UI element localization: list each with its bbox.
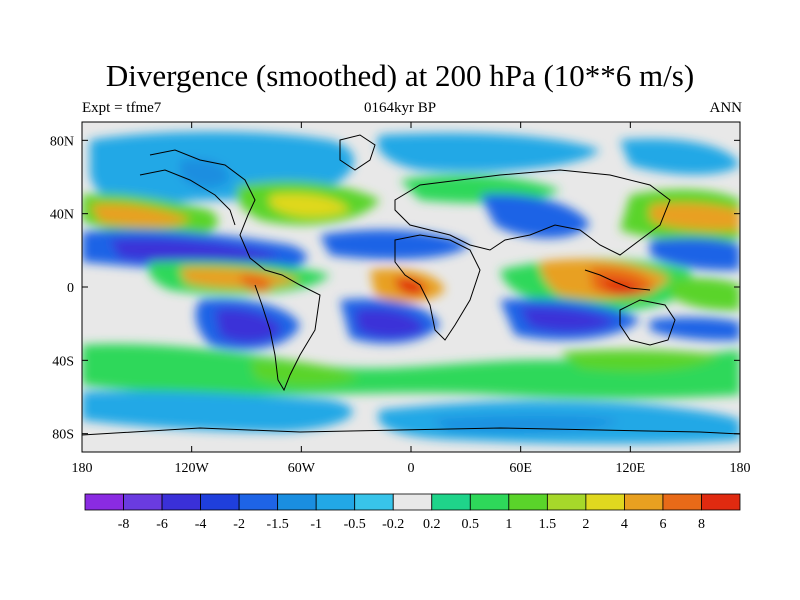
australia-coast: [619, 299, 676, 346]
colorbar-box-6: [315, 493, 356, 511]
maritime-continent-coast: [584, 269, 651, 291]
colorbar-label-8: 0.2: [423, 517, 441, 532]
colorbar-box-12: [546, 493, 587, 511]
colorbar-box-14: [624, 493, 664, 511]
y-tick-label-2: 0: [67, 281, 74, 296]
colorbar-box-10: [469, 493, 510, 511]
field-layer: [82, 122, 740, 452]
contour-fill: [82, 131, 740, 444]
colorbar-box-5: [277, 493, 317, 511]
greenland-coast: [339, 134, 376, 171]
y-tick-label-3: 40S: [52, 354, 74, 369]
y-tick-label-4: 80S: [52, 428, 74, 443]
colorbar: -8 -6 -4 -2 -1.5 -1 -0.5 -0.2 0.2 0.5 1 1.5 2 4 6 8: [84, 493, 741, 532]
colorbar-label-9: 0.5: [462, 517, 480, 532]
antarctica-coast: [82, 427, 740, 436]
colorbar-box-16: [701, 493, 741, 511]
colorbar-label-15: 8: [698, 517, 705, 532]
y-tick-label-1: 40N: [50, 208, 74, 223]
colorbar-box-9: [431, 493, 471, 511]
colorbar-box-1: [123, 493, 163, 511]
time-label: 0164kyr BP: [363, 100, 437, 116]
page-title: Divergence (smoothed) at 200 hPa (10**6 …: [105, 58, 695, 93]
colorbar-box-0: [84, 493, 124, 511]
north-america-coast: [139, 169, 236, 226]
experiment-label: Expt = tfme7: [82, 100, 162, 116]
colorbar-box-3: [200, 493, 240, 511]
x-tick-label-0: 180: [72, 461, 93, 476]
x-tick-label-3: 0: [408, 461, 415, 476]
coastlines: [82, 134, 740, 436]
colorbar-box-13: [585, 493, 625, 511]
x-tick-label-1: 120W: [175, 461, 210, 476]
y-tick-label-0: 80N: [50, 134, 74, 149]
x-tick-label-2: 60W: [288, 461, 316, 476]
colorbar-label-12: 2: [582, 517, 589, 532]
colorbar-box-2: [161, 493, 201, 511]
colorbar-label-13: 4: [621, 517, 628, 532]
americas-coast: [149, 149, 321, 392]
colorbar-label-0: -8: [118, 517, 130, 532]
colorbar-box-4: [238, 493, 279, 511]
colorbar-box-8: [392, 493, 433, 511]
colorbar-label-6: -0.5: [344, 517, 366, 532]
colorbar-label-5: -1: [310, 517, 322, 532]
colorbar-label-11: 1.5: [539, 517, 557, 532]
colorbar-label-7: -0.2: [382, 517, 404, 532]
africa-coast: [394, 234, 481, 341]
colorbar-label-10: 1: [505, 517, 512, 532]
colorbar-label-2: -4: [195, 517, 207, 532]
x-tick-label-5: 120E: [616, 461, 646, 476]
colorbar-label-4: -1.5: [267, 517, 289, 532]
x-tick-label-6: 180: [730, 461, 751, 476]
season-label: ANN: [709, 100, 743, 116]
colorbar-label-3: -2: [233, 517, 245, 532]
eurasia-coast: [394, 169, 671, 256]
colorbar-label-14: 6: [659, 517, 666, 532]
colorbar-box-15: [662, 493, 702, 511]
colorbar-box-11: [508, 493, 548, 511]
colorbar-label-1: -6: [156, 517, 168, 532]
map-axes: 180 120W 60W 0 60E 120E 180 80N 40N 0 40S 80S: [50, 122, 751, 476]
colorbar-box-7: [354, 493, 394, 511]
x-tick-label-4: 60E: [509, 461, 532, 476]
